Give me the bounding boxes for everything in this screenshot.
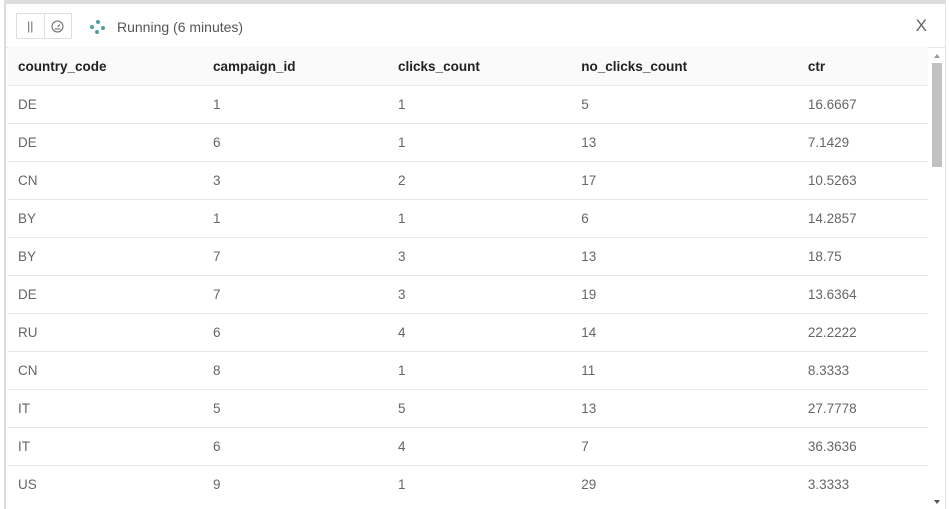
cell-ctr: 13.6364 — [797, 275, 928, 314]
table-row: DE 1 1 5 16.6667 — [8, 85, 928, 124]
cell-campaign_id: 1 — [203, 199, 389, 238]
pause-icon[interactable]: || — [27, 19, 34, 33]
cell-clicks_count: 1 — [388, 123, 572, 162]
cell-clicks_count: 4 — [388, 313, 572, 352]
table-row: RU 6 4 14 22.2222 — [8, 313, 928, 352]
column-header-campaign_id[interactable]: campaign_id — [203, 47, 389, 86]
cell-no_clicks_count: 5 — [571, 85, 798, 124]
cell-ctr: 14.2857 — [797, 199, 928, 238]
cell-country_code: IT — [8, 389, 204, 428]
cell-ctr: 18.75 — [797, 237, 928, 276]
cell-campaign_id: 7 — [203, 275, 389, 314]
cell-no_clicks_count: 29 — [571, 465, 798, 503]
header-row: country_code campaign_id clicks_count no_cl… — [8, 47, 928, 86]
cell-no_clicks_count: 11 — [571, 351, 798, 390]
cell-clicks_count: 3 — [388, 237, 572, 276]
results-panel: || Running (6 minutes) X country_code cam… — [4, 0, 946, 509]
cell-ctr: 7.1429 — [797, 123, 928, 162]
gauge-icon[interactable] — [43, 14, 72, 38]
cell-ctr: 27.7778 — [797, 389, 928, 428]
cell-clicks_count: 1 — [388, 465, 572, 503]
cell-ctr: 10.5263 — [797, 161, 928, 200]
cell-country_code: DE — [8, 85, 204, 124]
table-row: BY 1 1 6 14.2857 — [8, 199, 928, 238]
cell-country_code: CN — [8, 351, 204, 390]
cell-campaign_id: 3 — [203, 161, 389, 200]
cell-country_code: DE — [8, 123, 204, 162]
cell-no_clicks_count: 6 — [571, 199, 798, 238]
cell-campaign_id: 7 — [203, 237, 389, 276]
column-header-clicks_count[interactable]: clicks_count — [388, 47, 572, 86]
close-button[interactable]: X — [915, 16, 927, 35]
spinner-icon — [90, 20, 106, 34]
cell-country_code: CN — [8, 161, 204, 200]
cell-no_clicks_count: 14 — [571, 313, 798, 352]
table-row: IT 6 4 7 36.3636 — [8, 427, 928, 466]
cell-campaign_id: 6 — [203, 123, 389, 162]
cell-no_clicks_count: 13 — [571, 123, 798, 162]
results-table: country_code campaign_id clicks_count no_cl… — [8, 47, 928, 503]
cell-clicks_count: 1 — [388, 351, 572, 390]
table-row: BY 7 3 13 18.75 — [8, 237, 928, 276]
cell-country_code: BY — [8, 237, 204, 276]
cell-campaign_id: 9 — [203, 465, 389, 503]
cell-country_code: BY — [8, 199, 204, 238]
cell-campaign_id: 1 — [203, 85, 389, 124]
table-row: DE 7 3 19 13.6364 — [8, 275, 928, 314]
column-header-country_code[interactable]: country_code — [8, 47, 204, 86]
column-header-no_clicks_count[interactable]: no_clicks_count — [571, 47, 798, 86]
cell-no_clicks_count: 13 — [571, 389, 798, 428]
table-row: US 9 1 29 3.3333 — [8, 465, 928, 503]
table-row: CN 3 2 17 10.5263 — [8, 161, 928, 200]
table-row: IT 5 5 13 27.7778 — [8, 389, 928, 428]
cell-country_code: IT — [8, 427, 204, 466]
cell-clicks_count: 1 — [388, 85, 572, 124]
cell-ctr: 36.3636 — [797, 427, 928, 466]
cell-country_code: DE — [8, 275, 204, 314]
cell-ctr: 22.2222 — [797, 313, 928, 352]
cell-clicks_count: 2 — [388, 161, 572, 200]
cell-no_clicks_count: 17 — [571, 161, 798, 200]
cell-campaign_id: 5 — [203, 389, 389, 428]
table-row: DE 6 1 13 7.1429 — [8, 123, 928, 162]
toolbar: || Running (6 minutes) X — [6, 4, 945, 48]
cell-campaign_id: 6 — [203, 427, 389, 466]
cell-clicks_count: 3 — [388, 275, 572, 314]
cell-no_clicks_count: 7 — [571, 427, 798, 466]
cell-clicks_count: 5 — [388, 389, 572, 428]
cell-ctr: 8.3333 — [797, 351, 928, 390]
status-text: Running (6 minutes) — [117, 19, 244, 35]
cell-no_clicks_count: 13 — [571, 237, 798, 276]
cell-clicks_count: 1 — [388, 199, 572, 238]
cell-clicks_count: 4 — [388, 427, 572, 466]
cell-country_code: US — [8, 465, 204, 503]
cell-no_clicks_count: 19 — [571, 275, 798, 314]
scroll-down-icon[interactable] — [934, 500, 940, 507]
cell-ctr: 16.6667 — [797, 85, 928, 124]
vertical-scrollbar[interactable] — [931, 49, 943, 509]
cell-campaign_id: 8 — [203, 351, 389, 390]
control-button-group: || — [16, 13, 72, 39]
table-row: CN 8 1 11 8.3333 — [8, 351, 928, 390]
column-header-ctr[interactable]: ctr — [797, 47, 928, 86]
cell-ctr: 3.3333 — [797, 465, 928, 503]
scroll-up-icon[interactable] — [934, 51, 940, 58]
cell-country_code: RU — [8, 313, 204, 352]
cell-campaign_id: 6 — [203, 313, 389, 352]
scroll-thumb[interactable] — [932, 63, 942, 167]
